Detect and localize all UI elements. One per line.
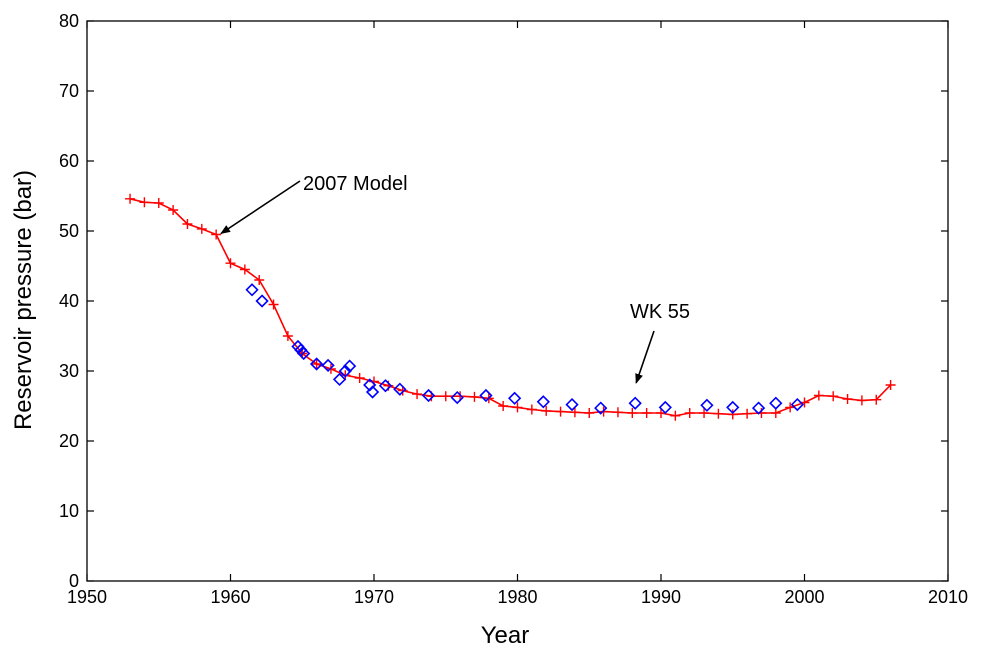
annotation-arrow-wk55 <box>635 330 655 384</box>
observed-point <box>726 400 740 415</box>
observed-point <box>479 388 493 403</box>
observed-point <box>342 359 357 373</box>
x-tick-label: 2010 <box>928 587 968 607</box>
y-tick-label: 10 <box>59 501 79 521</box>
y-tick-label: 30 <box>59 361 79 381</box>
y-tick-label: 80 <box>59 11 79 31</box>
observed-point <box>338 364 352 378</box>
model-point <box>311 359 322 369</box>
observed-point <box>700 398 714 412</box>
observed-point <box>450 390 464 405</box>
observed-point <box>628 396 642 410</box>
x-axis-title: Year <box>481 622 530 649</box>
observed-point <box>769 396 783 410</box>
model-point <box>469 391 480 402</box>
x-tick-label: 1990 <box>641 587 681 607</box>
observed-point <box>658 400 672 415</box>
y-axis: 0 10 20 30 40 50 60 70 80 <box>59 11 948 591</box>
annotation-label-wk55: WK 55 <box>630 301 690 323</box>
model-point <box>627 408 638 418</box>
model-point <box>125 193 136 204</box>
x-tick-label: 2000 <box>784 587 824 607</box>
observed-point <box>565 397 579 412</box>
annotations: 2007 Model WK 55 <box>220 173 690 384</box>
observed-point <box>245 283 259 297</box>
series-layer <box>125 193 896 421</box>
series-observed <box>245 283 804 415</box>
observed-point <box>297 346 311 361</box>
model-point <box>742 408 753 419</box>
annotation-arrow-model <box>220 180 301 235</box>
model-point <box>727 409 738 420</box>
model-point <box>282 331 293 341</box>
model-point <box>555 406 566 417</box>
model-point <box>541 405 552 416</box>
observed-point <box>507 391 522 405</box>
model-point <box>641 408 652 418</box>
y-tick-label: 0 <box>69 571 79 591</box>
model-point <box>225 258 236 269</box>
model-point <box>885 380 896 390</box>
y-axis-title: Reservoir pressure (bar) <box>10 170 37 430</box>
observed-point <box>378 379 393 393</box>
y-tick-label: 20 <box>59 431 79 451</box>
x-tick-label: 1980 <box>497 587 537 607</box>
model-point <box>268 299 279 310</box>
plot-area <box>86 20 949 582</box>
model-point <box>584 408 595 418</box>
model-point <box>254 275 265 285</box>
model-point <box>813 390 824 401</box>
plot-frame <box>86 20 949 582</box>
y-tick-label: 50 <box>59 221 79 241</box>
x-axis: 1950 1960 1970 1980 1990 2000 2010 <box>67 21 968 607</box>
observed-point <box>790 397 804 412</box>
model-point <box>512 402 523 413</box>
observed-point <box>332 372 347 387</box>
model-point <box>670 410 681 421</box>
observed-point <box>255 294 269 308</box>
model-point <box>828 391 839 402</box>
observed-point <box>536 395 550 409</box>
model-point <box>785 402 796 413</box>
observed-point <box>751 401 766 415</box>
model-point <box>211 229 222 240</box>
model-point <box>239 264 250 275</box>
model-point <box>699 408 710 418</box>
y-tick-label: 60 <box>59 151 79 171</box>
model-line <box>129 198 892 417</box>
x-tick-label: 1960 <box>210 587 250 607</box>
model-point <box>182 219 193 229</box>
series-model <box>125 193 896 421</box>
y-tick-label: 40 <box>59 291 79 311</box>
model-point <box>871 394 882 405</box>
model-point <box>369 376 379 387</box>
x-tick-label: 1950 <box>67 587 107 607</box>
model-point <box>569 407 580 418</box>
model-point <box>498 401 509 411</box>
model-point <box>153 198 164 208</box>
model-point <box>684 408 695 418</box>
model-point <box>196 223 207 234</box>
y-tick-label: 70 <box>59 81 79 101</box>
observed-point <box>365 385 380 399</box>
model-point <box>526 404 537 415</box>
model-point <box>713 408 724 419</box>
x-tick-label: 1970 <box>354 587 394 607</box>
model-point <box>168 205 179 215</box>
model-point <box>842 394 853 404</box>
observed-point <box>421 388 436 403</box>
observed-point <box>321 358 335 373</box>
model-point <box>440 391 451 402</box>
model-point <box>354 373 365 383</box>
observed-point <box>309 357 324 371</box>
observed-point <box>594 401 608 415</box>
model-point <box>856 395 867 406</box>
observed-point <box>393 382 407 396</box>
annotation-label-model: 2007 Model <box>303 173 408 195</box>
model-point <box>612 407 623 418</box>
model-point <box>412 389 423 400</box>
model-point <box>139 197 150 208</box>
